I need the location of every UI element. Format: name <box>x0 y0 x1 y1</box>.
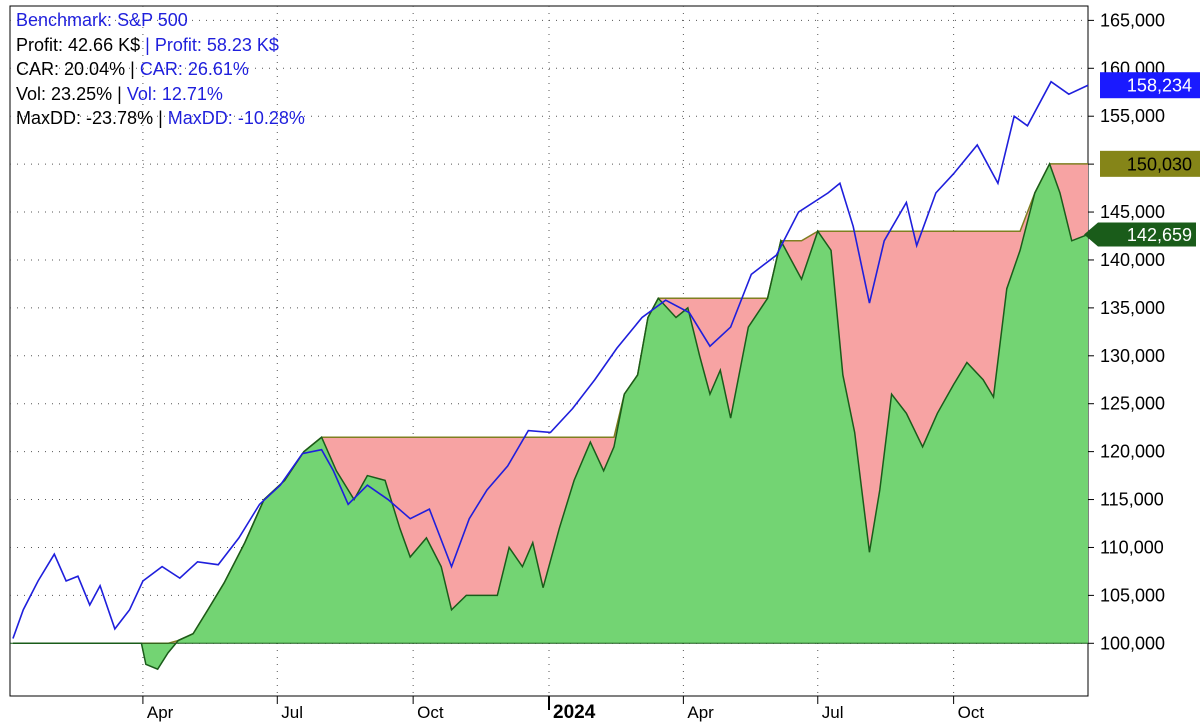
x-tick-label: Jul <box>281 703 303 722</box>
x-tick-label: Oct <box>958 703 985 722</box>
x-axis: Apr Jul Oct 2024 Apr Jul Oct <box>142 696 985 723</box>
equity-area <box>12 163 1089 670</box>
legend-key: Vol: <box>126 83 157 104</box>
areas <box>12 163 1089 670</box>
legend-benchmark-label: Benchmark: <box>16 10 113 30</box>
x-tick-label: Apr <box>147 703 174 722</box>
legend: Benchmark: S&P 500 Profit: 42.66 K$ | Pr… <box>16 8 305 131</box>
x-tick-label: 2024 <box>553 702 596 723</box>
legend-key: MaxDD: <box>167 108 233 128</box>
y-axis: 100,000 105,000 110,000 115,000 120,000 125,0… <box>1088 10 1165 653</box>
equity-last-value-badge-text: 142,659 <box>1127 225 1192 245</box>
y-tick-label: 120,000 <box>1100 442 1165 462</box>
legend-strategy-value: 42.66 K$ <box>68 34 141 55</box>
legend-car-row: CAR: 20.04% | CAR: 26.61% <box>16 57 305 82</box>
x-tick-label: Apr <box>687 703 714 722</box>
legend-strategy-value: 23.25% <box>51 83 113 104</box>
legend-benchmark-value: 12.71% <box>161 83 223 104</box>
legend-maxdd-row: MaxDD: -23.78% | MaxDD: -10.28% <box>16 106 305 131</box>
y-tick-label: 115,000 <box>1100 490 1164 510</box>
y-tick-label: 165,000 <box>1100 10 1165 30</box>
last-value-badges: 158,234 150,030 142,659 <box>1084 72 1200 247</box>
legend-separator: | <box>158 108 163 128</box>
legend-strategy-value: 20.04% <box>64 59 126 79</box>
legend-benchmark-value: -10.28% <box>237 108 305 128</box>
x-tick-label: Oct <box>417 703 444 722</box>
equity-last-value-badge: 142,659 <box>1084 222 1196 247</box>
legend-benchmark-row: Benchmark: S&P 500 <box>16 8 305 33</box>
lines <box>10 80 1089 671</box>
legend-separator: | <box>130 59 135 79</box>
y-tick-label: 135,000 <box>1100 298 1165 318</box>
y-tick-label: 105,000 <box>1100 585 1165 605</box>
legend-benchmark-value: 26.61% <box>187 59 249 79</box>
legend-key: CAR: <box>139 59 183 79</box>
benchmark-last-value-badge-shape <box>1100 72 1200 99</box>
legend-benchmark-name: S&P 500 <box>117 10 188 30</box>
legend-key: MaxDD: <box>16 108 82 128</box>
benchmark-last-value-badge: 158,234 <box>1100 72 1200 99</box>
legend-strategy-value: -23.78% <box>86 108 154 128</box>
peak-last-value-badge-shape <box>1100 150 1200 177</box>
benchmark-line <box>12 80 1089 639</box>
benchmark-last-value-badge-text: 158,234 <box>1127 76 1192 96</box>
y-tick-label: 130,000 <box>1100 346 1165 366</box>
y-tick-label: 155,000 <box>1100 106 1165 126</box>
equity-last-value-badge-shape <box>1084 222 1196 247</box>
y-tick-label: 100,000 <box>1100 633 1165 653</box>
peak-last-value-badge-text: 150,030 <box>1127 154 1192 174</box>
legend-separator: | <box>117 83 122 104</box>
legend-key: Profit: <box>154 34 202 55</box>
y-tick-label: 125,000 <box>1100 394 1165 414</box>
legend-separator: | <box>145 34 150 55</box>
legend-key: Vol: <box>16 83 47 104</box>
legend-key: Profit: <box>16 34 64 55</box>
peak-last-value-badge: 150,030 <box>1100 150 1200 177</box>
legend-key: CAR: <box>16 59 60 79</box>
y-tick-label: 140,000 <box>1100 250 1165 270</box>
legend-benchmark-value: 58.23 K$ <box>206 34 279 55</box>
y-tick-label: 110,000 <box>1100 537 1164 557</box>
y-tick-label: 145,000 <box>1100 202 1165 222</box>
legend-profit-row: Profit: 42.66 K$ | Profit: 58.23 K$ <box>16 33 305 58</box>
x-tick-label: Jul <box>822 703 844 722</box>
legend-vol-row: Vol: 23.25% | Vol: 12.71% <box>16 82 305 107</box>
